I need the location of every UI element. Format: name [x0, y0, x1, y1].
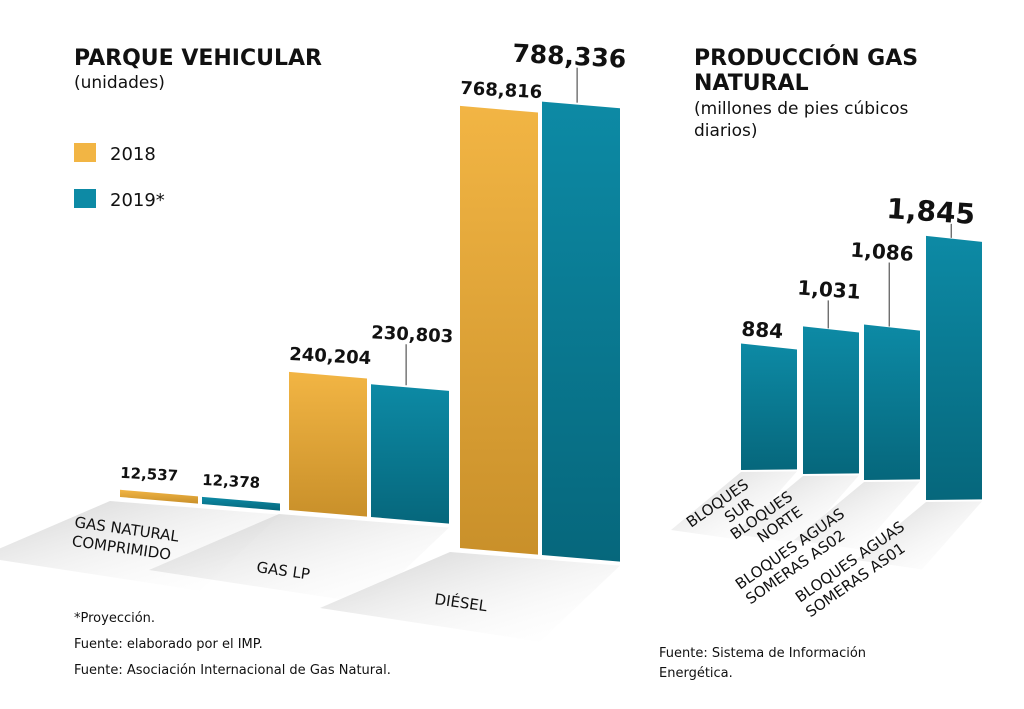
legend-label-2019: 2019* [110, 190, 165, 211]
vehicle-value-leaders [405, 67, 578, 386]
value-label: 788,336 [512, 39, 627, 74]
gas-chart-title-line-2: NATURAL [694, 71, 809, 96]
gas-chart-title-line-1: PRODUCCIÓN GAS [694, 45, 918, 71]
note-source-sie-line-1: Fuente: Sistema de Información [659, 646, 866, 661]
bar-shadow [671, 471, 797, 540]
value-label: 240,204 [289, 344, 372, 369]
value-label: 1,031 [797, 275, 862, 303]
value-label: 12,378 [202, 471, 261, 492]
value-label: 1,845 [886, 192, 977, 231]
vehicle-bars [120, 101, 620, 562]
value-label: 1,086 [850, 238, 915, 266]
bar-2018 [289, 371, 367, 517]
value-label: 12,537 [120, 464, 179, 485]
legend-swatch-2018 [74, 143, 96, 162]
value-label: 768,816 [460, 78, 543, 103]
bar-shadow [733, 475, 859, 544]
bar-2018 [460, 105, 538, 555]
bar-2019 [371, 384, 449, 524]
gas-production-bar [864, 324, 920, 480]
gas-bars [741, 235, 982, 500]
note-source-sie-line-2: Energética. [659, 666, 733, 681]
gas-bar-shadows [671, 471, 982, 570]
gas-production-bar [926, 235, 982, 500]
vehicle-chart-title: PARQUE VEHICULAR [74, 46, 322, 71]
gas-notes: Fuente: Sistema de Información Energétic… [659, 646, 866, 681]
bar-2019 [202, 496, 280, 511]
gas-production-bar [741, 343, 797, 470]
value-label: 230,803 [371, 322, 454, 347]
note-projection: *Proyección. [74, 611, 155, 626]
vehicle-chart-subtitle: (unidades) [74, 73, 165, 93]
note-source-aign: Fuente: Asociación Internacional de Gas … [74, 663, 391, 678]
gas-production-chart: PRODUCCIÓN GAS NATURAL (millones de pies… [659, 45, 982, 681]
bar-2018 [120, 489, 198, 504]
note-source-imp: Fuente: elaborado por el IMP. [74, 637, 263, 652]
bar-2019 [542, 101, 620, 562]
gas-production-bar [803, 326, 859, 474]
value-label: 884 [741, 316, 784, 343]
gas-chart-subtitle-line-1: (millones de pies cúbicos [694, 99, 909, 119]
legend-swatch-2019 [74, 189, 96, 208]
vehicle-fleet-chart: PARQUE VEHICULAR (unidades) 2018 2019* 1… [0, 39, 627, 678]
gas-chart-subtitle-line-2: diarios) [694, 121, 758, 141]
bar-shadow [794, 481, 920, 550]
legend-label-2018: 2018 [110, 144, 156, 165]
vehicle-notes: *Proyección. Fuente: elaborado por el IM… [74, 611, 391, 678]
legend: 2018 2019* [74, 143, 165, 211]
bar-shadow [320, 552, 620, 642]
bar-shadow [856, 501, 982, 570]
vehicle-bar-shadows [0, 501, 620, 642]
bar-shadow [149, 514, 449, 604]
gas-value-leaders [827, 223, 952, 329]
